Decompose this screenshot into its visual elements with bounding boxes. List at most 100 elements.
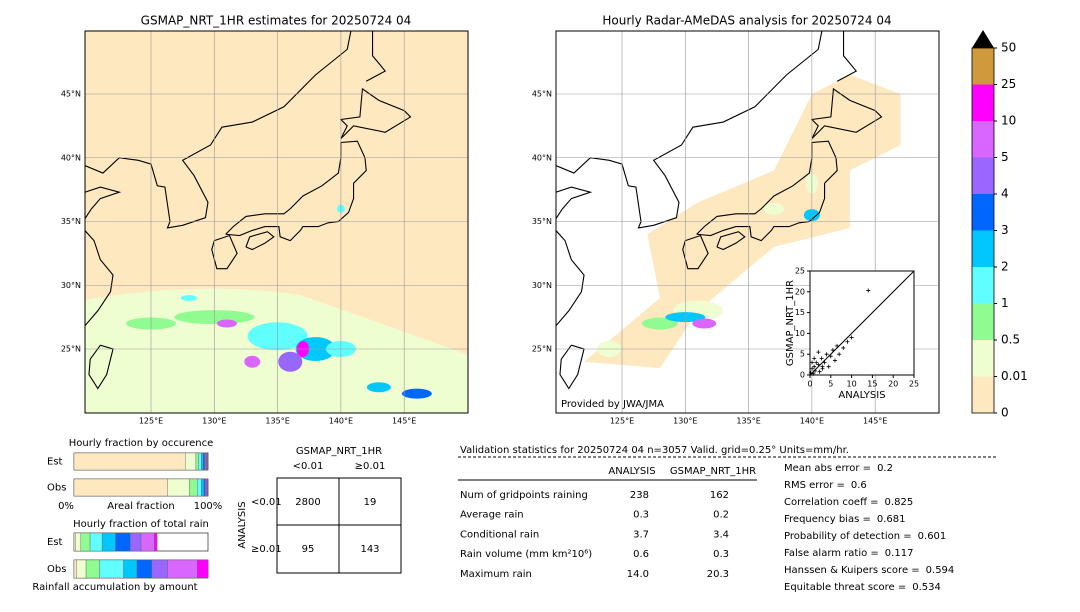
map-title: Hourly Radar-AMeDAS analysis for 2025072… <box>602 14 891 28</box>
bar-segment <box>207 478 209 497</box>
stat-value: 0.3 <box>713 549 729 560</box>
score-label: Probability of detection = <box>784 531 912 542</box>
bar-segment <box>123 559 138 579</box>
lat-label: 25°N <box>532 345 552 354</box>
rain-cell <box>641 317 678 330</box>
stat-value: 238 <box>630 490 649 501</box>
x-axis-label: ANALYSIS <box>838 390 885 401</box>
score: Probability of detection = 0.601 <box>784 531 946 542</box>
stat-value: 14.0 <box>627 569 649 580</box>
lon-label: 135°E <box>736 417 760 426</box>
coastline <box>716 231 746 251</box>
point <box>845 339 850 344</box>
bar-segment <box>201 452 204 471</box>
coastline <box>365 31 387 82</box>
point <box>837 352 842 357</box>
score-label: Mean abs error = <box>784 463 871 474</box>
point <box>832 358 837 363</box>
bar-segment <box>167 559 198 579</box>
lon-label: 140°E <box>329 417 353 426</box>
stats-header: Validation statistics for 20250724 04 n=… <box>460 445 849 456</box>
colorbar-label: 50 <box>1001 41 1016 55</box>
bar-segment <box>89 532 103 552</box>
row-label: Conditional rain <box>460 529 539 540</box>
score: False alarm ratio = 0.117 <box>784 548 913 559</box>
point <box>841 345 846 350</box>
bar-segment <box>203 452 205 471</box>
point <box>816 350 821 355</box>
colorbar-label: 4 <box>1001 187 1009 201</box>
point <box>835 343 840 348</box>
lon-label: 145°E <box>863 417 887 426</box>
x-tick-label: 10 <box>847 380 857 389</box>
bar-segment <box>195 452 199 471</box>
bar-segment <box>204 452 207 471</box>
score: Correlation coeff = 0.825 <box>784 497 913 508</box>
colorbar-label: 0 <box>1001 406 1009 420</box>
colorbar-bin <box>972 157 994 194</box>
point <box>810 360 815 365</box>
point <box>822 360 827 365</box>
colorbar-bin <box>972 48 994 85</box>
rain-cell <box>278 351 303 372</box>
bar-segment <box>203 478 206 497</box>
bar-segment <box>198 452 202 471</box>
coastline <box>556 31 823 229</box>
bar-segment <box>99 559 124 579</box>
point <box>812 364 817 369</box>
score-value: 0.117 <box>885 548 914 559</box>
lat-label: 40°N <box>532 153 552 162</box>
lon-label: 130°E <box>202 417 226 426</box>
stat-value: 162 <box>710 490 729 501</box>
bar-segment <box>73 452 186 471</box>
lon-label: 130°E <box>673 417 697 426</box>
y-tick-label: 25 <box>795 267 805 276</box>
coastline <box>682 234 709 270</box>
panel-title: Hourly fraction by occurence <box>69 438 213 449</box>
map-frame <box>84 30 469 414</box>
bar-segment <box>151 559 169 579</box>
lat-label: 35°N <box>532 217 552 226</box>
bar-segment <box>101 532 116 552</box>
axis-label: Rainfall accumulation by amount <box>32 582 197 593</box>
colorbar-extend <box>972 30 994 48</box>
axis-label: Areal fraction <box>107 501 174 512</box>
point <box>819 356 824 361</box>
bar-segment <box>206 452 208 471</box>
lat-label: 45°N <box>532 90 552 99</box>
colorbar-label: 0.5 <box>1001 333 1020 347</box>
coastline <box>211 234 238 270</box>
row-label: Obs <box>47 564 66 575</box>
y-tick-label: 10 <box>795 329 805 338</box>
row-label: Average rain <box>460 510 524 521</box>
x-tick-label: 0 <box>807 380 812 389</box>
point <box>820 364 825 369</box>
colorbar-label: 10 <box>1001 114 1016 128</box>
x-tick-label: 5 <box>828 380 833 389</box>
bar-segment <box>73 559 77 579</box>
row-label: <0.01 <box>251 497 282 508</box>
y-tick-label: 5 <box>800 350 805 359</box>
row-label: Num of gridpoints raining <box>460 490 588 501</box>
rain-cell <box>244 355 261 368</box>
lat-label: 45°N <box>61 90 81 99</box>
colorbar-bin <box>972 230 994 267</box>
lat-label: 30°N <box>532 281 552 290</box>
coastline <box>556 229 585 327</box>
y-axis-label: GSMAP_NRT_1HR <box>785 280 796 366</box>
stat-value: 3.4 <box>713 529 729 540</box>
score: Hanssen & Kuipers score = 0.594 <box>784 565 954 576</box>
colorbar-bin <box>972 194 994 231</box>
y-tick-label: 0 <box>800 371 805 380</box>
point <box>810 366 815 371</box>
point <box>816 362 821 367</box>
lon-label: 140°E <box>800 417 824 426</box>
map <box>85 31 468 413</box>
bar-segment <box>130 532 142 552</box>
row-label: Maximum rain <box>460 569 532 580</box>
side-title: ANALYSIS <box>237 501 248 548</box>
point <box>849 335 854 340</box>
colorbar-label: 3 <box>1001 223 1009 237</box>
coastline <box>556 186 593 220</box>
